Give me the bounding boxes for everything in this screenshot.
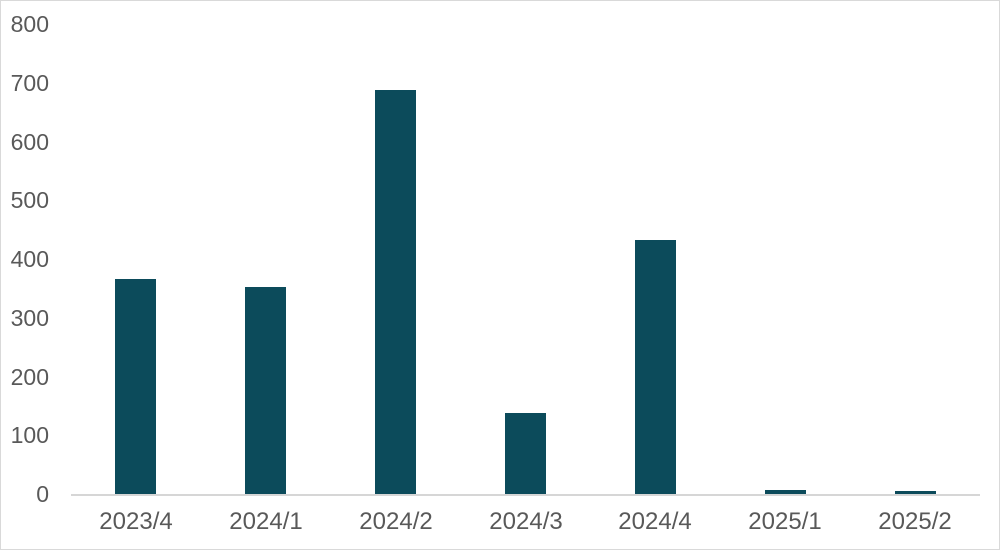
bar-2024/3 <box>505 413 546 494</box>
y-tick-label: 800 <box>10 11 49 37</box>
bar-2024/1 <box>245 287 286 494</box>
bar-2024/2 <box>375 90 416 494</box>
x-tick-label: 2024/4 <box>618 508 692 535</box>
y-tick-label: 400 <box>10 246 49 272</box>
x-tick-label: 2024/2 <box>359 508 433 535</box>
x-tick-label: 2025/1 <box>748 508 822 535</box>
x-axis-line <box>71 494 980 496</box>
x-tick-label: 2025/2 <box>878 508 952 535</box>
y-tick-label: 0 <box>36 481 49 507</box>
bar-2024/4 <box>635 240 676 494</box>
bar-2023/4 <box>115 279 156 494</box>
y-tick-label: 300 <box>10 305 49 331</box>
y-tick-label: 600 <box>10 129 49 155</box>
y-tick-label: 700 <box>10 70 49 96</box>
bar-2025/1 <box>765 490 806 494</box>
x-tick-label: 2024/1 <box>229 508 303 535</box>
x-tick-label: 2023/4 <box>99 508 173 535</box>
y-tick-label: 500 <box>10 187 49 213</box>
y-tick-label: 200 <box>10 364 49 390</box>
y-tick-label: 100 <box>10 422 49 448</box>
bar-2025/2 <box>895 491 936 494</box>
x-tick-label: 2024/3 <box>489 508 563 535</box>
